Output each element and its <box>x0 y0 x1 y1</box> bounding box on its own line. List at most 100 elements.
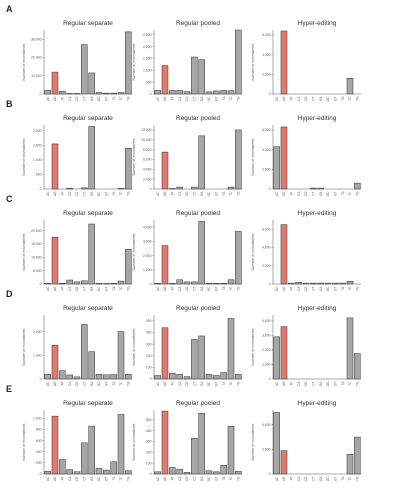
bar-ga <box>198 221 205 285</box>
x-tick-label: TG <box>355 191 359 196</box>
y-tick-label: 1,000 <box>262 363 271 367</box>
bar-tc <box>117 188 125 190</box>
y-tick-label: 30,000 <box>31 37 41 41</box>
row-letter: D <box>6 289 13 299</box>
x-tick-label: TA <box>222 191 226 196</box>
x-tick-label: CT <box>82 96 86 100</box>
x-tick-label: CG <box>185 476 189 481</box>
panel-title: Regular pooled <box>176 210 220 217</box>
y-tick-label: 10,000 <box>31 74 41 78</box>
y-tick-label: 0 <box>40 92 42 96</box>
y-tick-label: 20,000 <box>31 56 41 60</box>
bar-cg <box>73 471 81 475</box>
x-tick-label: TC <box>348 476 352 481</box>
bar-gt <box>213 283 220 285</box>
bar-ct <box>191 281 198 285</box>
bar-ct <box>81 442 88 475</box>
y-tick-label: 0 <box>40 282 42 286</box>
bar-gt <box>103 283 110 285</box>
x-tick-label: AT <box>60 96 64 100</box>
x-tick-label: GA <box>200 191 204 196</box>
x-tick-label: AC <box>46 96 50 101</box>
x-tick-label: TC <box>119 381 123 386</box>
x-tick-label: GT <box>214 476 218 480</box>
bar-ga <box>88 126 95 190</box>
bar-tc <box>346 78 354 95</box>
x-tick-label: GT <box>104 96 108 100</box>
bar-at <box>169 467 176 475</box>
y-tick-label: 3,000 <box>143 240 152 244</box>
bar-ga <box>88 72 95 95</box>
y-tick-label: 100 <box>146 461 152 465</box>
x-tick-label: GC <box>97 286 101 291</box>
panel-title: Hyper-editing <box>298 210 337 217</box>
x-tick-label: TC <box>119 191 123 196</box>
y-tick-label: 0 <box>150 472 152 476</box>
y-tick-label: 6,000 <box>143 158 152 162</box>
bar-tg <box>354 353 361 380</box>
y-tick-label: 0 <box>150 377 152 381</box>
y-tick-label: 2,000 <box>143 177 152 181</box>
x-tick-label: CG <box>304 286 308 291</box>
x-tick-label: AG <box>53 476 57 481</box>
bar-tg <box>125 148 132 190</box>
bar-gc <box>205 374 213 380</box>
x-tick-label: AG <box>163 286 167 291</box>
bar-ta <box>110 92 117 95</box>
y-tick-label: 500 <box>146 418 152 422</box>
x-tick-label: GT <box>333 476 337 480</box>
bar-cg <box>73 281 81 285</box>
bar-ga <box>198 135 205 190</box>
bar-ca <box>176 90 183 95</box>
x-tick-label: CA <box>178 381 182 386</box>
bar-ct <box>81 280 88 285</box>
bar-ca <box>66 93 73 95</box>
y-tick-label: 6,000 <box>262 33 271 37</box>
x-tick-label: CA <box>68 191 72 196</box>
bar-gc <box>205 283 213 285</box>
x-tick-label: GT <box>104 191 108 195</box>
y-tick-label: 6,000 <box>262 227 271 231</box>
y-tick-label: 500 <box>36 173 42 177</box>
bar-ag <box>161 327 169 380</box>
x-tick-label: CT <box>311 476 315 480</box>
bar-ga <box>198 335 205 380</box>
bar-tc <box>227 279 235 285</box>
bar-ag <box>280 326 288 380</box>
x-tick-label: CA <box>297 96 301 101</box>
bar-gc <box>95 92 103 95</box>
x-tick-label: TA <box>112 191 116 196</box>
x-tick-label: TA <box>112 476 116 481</box>
y-tick-label: 10,000 <box>141 138 151 142</box>
y-tick-label: 0 <box>269 377 271 381</box>
x-tick-label: CG <box>304 96 308 101</box>
x-tick-label: CT <box>192 96 196 100</box>
bar-tg <box>235 231 242 285</box>
x-tick-label: TC <box>229 381 233 386</box>
y-tick-label: 0 <box>269 92 271 96</box>
bar-ct <box>81 44 88 95</box>
y-tick-label: 200 <box>146 451 152 455</box>
x-tick-label: GT <box>333 191 337 195</box>
y-tick-label: 200 <box>36 461 42 465</box>
bar-gc <box>324 282 332 285</box>
bar-at <box>59 459 66 475</box>
bar-tg <box>235 374 242 380</box>
panel-title: Regular pooled <box>176 400 220 407</box>
x-tick-label: CG <box>185 96 189 101</box>
bar-ag <box>51 345 59 380</box>
bar-ta <box>220 283 227 285</box>
bar-tc <box>227 90 235 95</box>
x-tick-label: CT <box>192 381 196 385</box>
x-tick-label: AG <box>282 96 286 101</box>
x-tick-label: TG <box>126 191 130 196</box>
x-tick-label: AT <box>170 286 174 290</box>
bar-ca <box>66 279 73 285</box>
y-tick-label: 800 <box>36 428 42 432</box>
x-tick-label: CT <box>82 191 86 195</box>
bar-ct <box>310 282 317 285</box>
bar-ac <box>154 375 161 380</box>
x-tick-label: AC <box>275 381 279 386</box>
bar-at <box>59 91 66 95</box>
bar-tg <box>125 374 132 380</box>
